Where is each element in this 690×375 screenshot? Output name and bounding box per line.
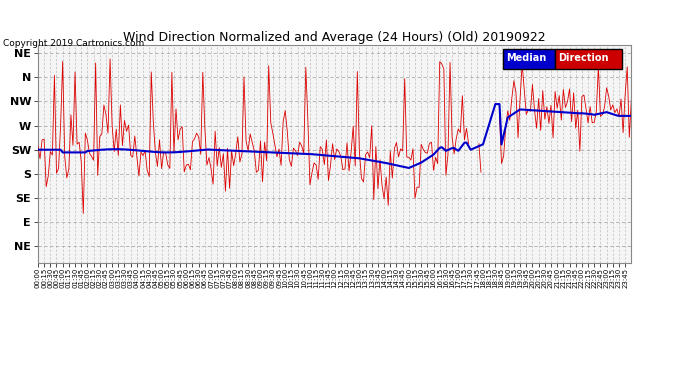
Text: Median: Median: [506, 53, 546, 63]
Text: Direction: Direction: [558, 53, 609, 63]
Title: Wind Direction Normalized and Average (24 Hours) (Old) 20190922: Wind Direction Normalized and Average (2…: [124, 31, 546, 44]
Text: Copyright 2019 Cartronics.com: Copyright 2019 Cartronics.com: [3, 39, 145, 48]
